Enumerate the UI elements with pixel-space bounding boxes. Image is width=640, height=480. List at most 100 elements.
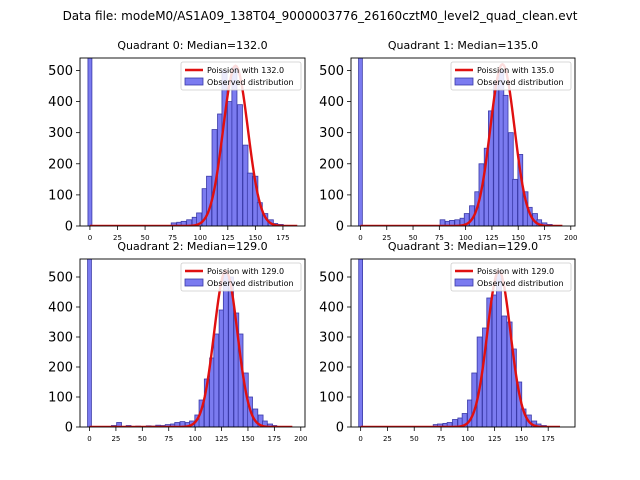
plot-area xyxy=(87,58,298,226)
y-tick-label: 300 xyxy=(48,126,73,141)
y-tick-label: 0 xyxy=(336,421,344,436)
x-tick-label: 75 xyxy=(437,435,446,443)
subplot-title: Quadrant 3: Median=129.0 xyxy=(388,240,538,253)
y-tick-label: 300 xyxy=(48,331,73,346)
subplot-quadrant-0: Quadrant 0: Median=132.00100200300400500… xyxy=(48,39,306,242)
legend-box xyxy=(180,262,302,292)
poisson-curve xyxy=(89,64,298,226)
histogram-bar xyxy=(116,422,122,427)
histogram-bar xyxy=(486,297,493,427)
legend-bar-swatch xyxy=(184,77,204,86)
poisson-curve xyxy=(360,269,560,427)
subplot-quadrant-1: Quadrant 1: Median=135.00100200300400500… xyxy=(319,39,577,242)
axes-frame xyxy=(79,57,306,227)
histogram-bar xyxy=(512,178,518,226)
legend-box xyxy=(450,61,572,91)
y-tick-label: 400 xyxy=(319,301,344,316)
x-tick-label: 0 xyxy=(358,435,362,443)
histogram-bar xyxy=(471,372,478,427)
x-tick-label: 50 xyxy=(141,234,150,242)
histogram-bar xyxy=(221,70,228,226)
subplot-grid: Quadrant 0: Median=132.00100200300400500… xyxy=(48,39,577,443)
y-tick-label: 0 xyxy=(65,220,73,235)
subplot-title: Quadrant 2: Median=129.0 xyxy=(117,240,267,253)
histogram-bar xyxy=(174,422,181,427)
y-tick-label: 300 xyxy=(319,331,344,346)
x-tick-label: 150 xyxy=(241,435,254,443)
legend-bar-swatch xyxy=(184,278,204,287)
legend-label-poisson: Poission with 135.0 xyxy=(477,66,554,75)
legend-label-poisson: Poission with 129.0 xyxy=(207,267,284,276)
x-tick-label: 125 xyxy=(221,234,234,242)
histogram-bar-zero xyxy=(87,58,93,226)
y-tick-label: 0 xyxy=(65,421,73,436)
legend-box xyxy=(180,61,302,91)
x-tick-label: 175 xyxy=(268,435,281,443)
x-tick-label: 25 xyxy=(111,435,120,443)
histogram-bar xyxy=(222,270,229,427)
histogram-bar xyxy=(452,419,458,427)
y-tick-label: 100 xyxy=(319,391,344,406)
histogram-bar xyxy=(236,104,243,226)
x-tick-label: 100 xyxy=(461,435,474,443)
legend: Poission with 132.0 Observed distribution xyxy=(180,61,302,91)
x-tick-label: 75 xyxy=(435,234,444,242)
histogram-bar xyxy=(262,420,268,427)
y-tick-label: 500 xyxy=(319,271,344,286)
subplot-quadrant-3: Quadrant 3: Median=129.00100200300400500… xyxy=(319,240,576,443)
figure-suptitle: Data file: modeM0/AS1A09_138T04_90000037… xyxy=(63,9,578,23)
y-tick-label: 500 xyxy=(319,64,344,79)
legend-bar-swatch xyxy=(454,77,474,86)
histogram-bar xyxy=(463,213,470,226)
x-tick-label: 0 xyxy=(88,234,92,242)
x-tick-label: 125 xyxy=(485,234,498,242)
histogram-bar xyxy=(437,423,443,427)
x-tick-label: 50 xyxy=(410,435,419,443)
histogram-bar xyxy=(196,212,203,226)
y-tick-label: 500 xyxy=(48,64,73,79)
histogram-bar xyxy=(496,270,502,427)
x-tick-label: 150 xyxy=(512,234,525,242)
y-tick-label: 400 xyxy=(48,95,73,110)
histogram-bar xyxy=(511,348,517,427)
legend-label-poisson: Poission with 132.0 xyxy=(207,66,284,75)
subplot-title: Quadrant 1: Median=135.0 xyxy=(388,39,538,52)
x-tick-label: 125 xyxy=(215,435,228,443)
x-tick-label: 50 xyxy=(138,435,147,443)
legend-box xyxy=(450,262,572,292)
histogram-bar xyxy=(213,333,220,427)
histogram-bar xyxy=(461,413,468,427)
legend-label-observed: Observed distribution xyxy=(207,78,294,87)
y-tick-label: 100 xyxy=(48,391,73,406)
subplot-title: Quadrant 0: Median=132.0 xyxy=(117,39,267,52)
histogram-bar-zero xyxy=(87,259,92,427)
y-tick-label: 100 xyxy=(319,188,344,203)
legend-label-observed: Observed distribution xyxy=(477,279,564,288)
histogram-bar xyxy=(179,421,186,427)
legend-label-observed: Observed distribution xyxy=(477,78,564,87)
histogram-bar xyxy=(501,315,508,427)
x-tick-label: 150 xyxy=(515,435,528,443)
histogram-bar-zero xyxy=(358,58,363,226)
legend: Poission with 135.0 Observed distribution xyxy=(450,61,572,91)
x-tick-label: 0 xyxy=(358,234,362,242)
y-tick-label: 300 xyxy=(319,126,344,141)
poisson-curve xyxy=(360,62,563,226)
y-tick-label: 100 xyxy=(48,188,73,203)
x-tick-label: 100 xyxy=(459,234,472,242)
legend-label-observed: Observed distribution xyxy=(207,279,294,288)
y-tick-label: 400 xyxy=(319,95,344,110)
x-tick-label: 125 xyxy=(488,435,501,443)
histogram-bar xyxy=(446,422,453,427)
y-tick-label: 400 xyxy=(48,301,73,316)
x-tick-label: 150 xyxy=(249,234,262,242)
histogram-bar-zero xyxy=(358,259,363,427)
x-tick-label: 75 xyxy=(168,234,177,242)
subplot-quadrant-2: Quadrant 2: Median=129.00100200300400500… xyxy=(48,240,307,443)
x-tick-label: 200 xyxy=(294,435,307,443)
x-tick-label: 175 xyxy=(538,234,551,242)
histogram-bar xyxy=(488,110,494,226)
poisson-curve xyxy=(89,269,293,427)
histogram-bar xyxy=(231,66,238,226)
